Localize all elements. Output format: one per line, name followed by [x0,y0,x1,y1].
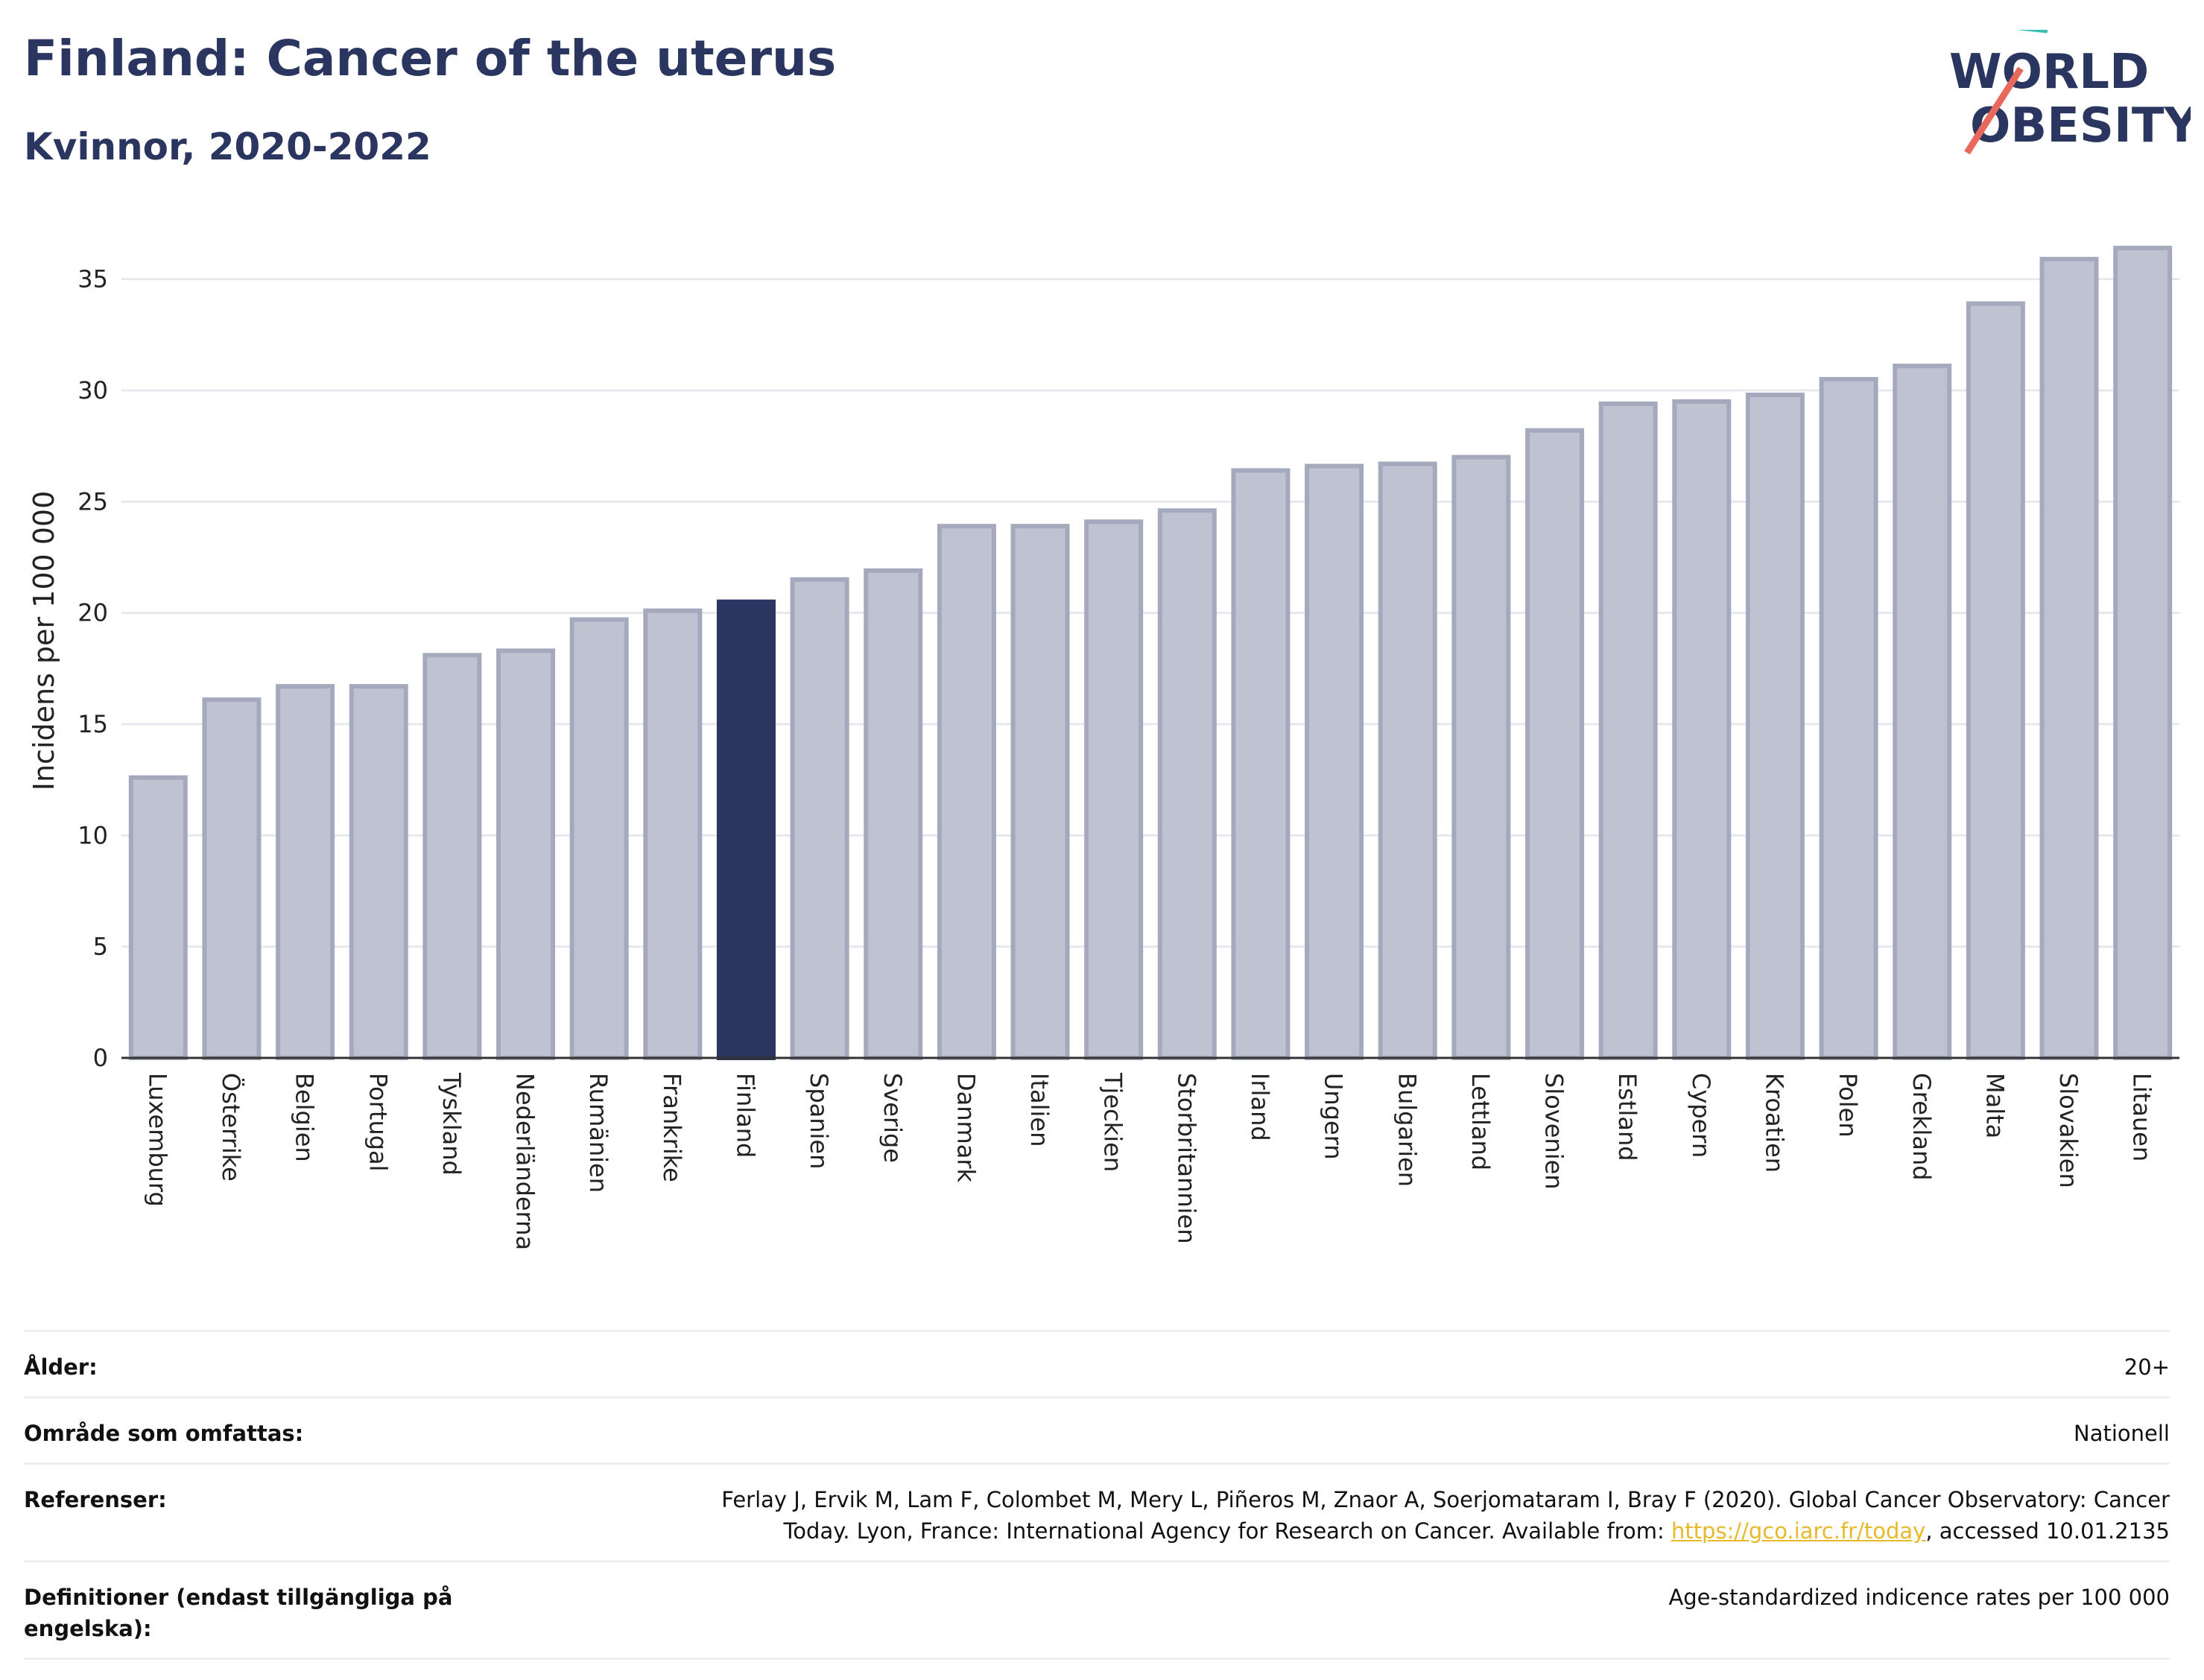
meta-value: Age-standardized indicence rates per 100… [1668,1585,2170,1611]
world-obesity-logo: WORLD OBESITY [1949,30,2191,155]
logo-line1: WORLD [1949,45,2149,100]
bar-danmark [937,524,996,1061]
bar-storbritannien [1157,508,1217,1060]
bar-estland [1598,401,1658,1061]
meta-row-references: Referenser: Ferlay J, Ervik M, Lam F, Co… [24,1462,2170,1560]
bar-chart: 0 5 10 15 20 25 30 35 Luxemburg Österrike Belgien… [28,245,2179,1250]
bar-kroatien [1745,392,1805,1060]
x-tick-label: Spanien [805,1073,833,1169]
bar-portugal [349,684,408,1061]
meta-value: Ferlay J, Ervik M, Lam F, Colombet M, Me… [531,1484,2170,1547]
y-tick-label: 5 [93,933,108,961]
y-tick-label: 25 [77,487,108,516]
x-tick-label: Slovenien [1540,1073,1568,1190]
meta-row-age: Ålder: 20+ [24,1330,2170,1396]
x-tick-label: Tyskland [437,1072,466,1176]
meta-key: Referenser: [24,1487,167,1513]
bar-cypern [1672,399,1732,1060]
y-tick-label: 10 [77,821,108,849]
x-tick-label: Irland [1246,1073,1274,1141]
x-tick-label: Polen [1834,1073,1862,1138]
x-tick-label: Tjeckien [1099,1072,1127,1172]
x-tick-label: Ungern [1320,1073,1348,1160]
x-tick-label: Finland [731,1073,759,1158]
x-tick-label: Slovakien [2054,1073,2083,1188]
x-tick-label: Nederländerna [511,1073,539,1250]
bar-österrike [202,697,262,1060]
bars [128,245,2173,1061]
meta-value: 20+ [2124,1354,2170,1380]
x-tick-label: Belgien [291,1073,319,1162]
bar-finland [716,599,776,1060]
metadata-table: Ålder: 20+ Område som omfattas: Nationel… [24,1330,2170,1661]
x-tick-labels: Luxemburg Österrike Belgien Portugal Tysklan… [143,1072,2156,1250]
bar-polen [1819,377,1878,1061]
bar-litauen [2113,245,2173,1060]
reference-line1: Ferlay J, Ervik M, Lam F, Colombet M, Me… [721,1487,2170,1513]
bar-bulgarien [1378,461,1437,1060]
bar-sverige [864,568,923,1061]
x-tick-label: Österrike [217,1073,245,1182]
bar-nederländerna [496,648,556,1060]
x-tick-label: Cypern [1687,1073,1715,1158]
meta-row-definitions: Definitioner (endast tillgängliga på eng… [24,1560,2170,1661]
bar-tyskland [422,653,482,1060]
bar-luxemburg [128,775,188,1060]
y-tick-labels: 0 5 10 15 20 25 30 35 [77,265,108,1072]
reference-link[interactable]: https://gco.iarc.fr/today [1671,1518,1926,1544]
x-tick-label: Rumänien [584,1073,612,1193]
bar-malta [1966,301,2025,1060]
x-tick-label: Litauen [2128,1073,2156,1161]
x-tick-label: Malta [1980,1073,2009,1138]
x-tick-label: Frankrike [658,1073,686,1182]
bar-lettland [1451,454,1511,1061]
bar-ungern [1305,463,1364,1060]
x-tick-label: Sverige [878,1073,907,1163]
bar-rumänien [569,617,629,1060]
logo-line2: OBESITY [1970,98,2191,153]
y-tick-label: 0 [93,1044,108,1072]
y-tick-label: 35 [77,265,108,294]
meta-key: Ålder: [24,1354,98,1380]
y-tick-label: 15 [77,710,108,738]
x-tick-label: Luxemburg [143,1073,171,1207]
bar-irland [1231,468,1291,1060]
bar-slovakien [2039,256,2099,1061]
x-tick-label: Estland [1613,1073,1641,1161]
x-tick-label: Grekland [1907,1073,1936,1181]
bar-grekland [1893,364,1952,1060]
meta-value: Nationell [2074,1421,2170,1447]
bar-spanien [790,577,849,1060]
x-tick-label: Lettland [1466,1073,1495,1170]
x-tick-label: Portugal [364,1073,392,1172]
bar-italien [1010,524,1070,1061]
y-tick-label: 20 [77,599,108,627]
chart-subtitle: Kvinnor, 2020-2022 [24,125,431,168]
x-tick-label: Danmark [951,1073,980,1182]
y-tick-label: 30 [77,376,108,405]
meta-key: Område som omfattas: [24,1421,304,1447]
bar-tjeckien [1084,519,1144,1061]
x-tick-label: Italien [1025,1073,1054,1147]
x-tick-label: Storbritannien [1172,1073,1200,1244]
bar-belgien [276,684,335,1061]
chart-title: Finland: Cancer of the uterus [24,30,837,87]
bar-frankrike [643,608,703,1060]
meta-row-area: Område som omfattas: Nationell [24,1396,2170,1462]
x-tick-label: Kroatien [1760,1073,1788,1173]
reference-line2: Today. Lyon, France: International Agenc… [783,1518,2170,1544]
bar-slovenien [1525,428,1585,1060]
meta-key: Definitioner (endast tillgängliga på eng… [24,1585,453,1642]
y-axis-label: Incidens per 100 000 [28,491,60,791]
x-tick-label: Bulgarien [1393,1073,1421,1187]
